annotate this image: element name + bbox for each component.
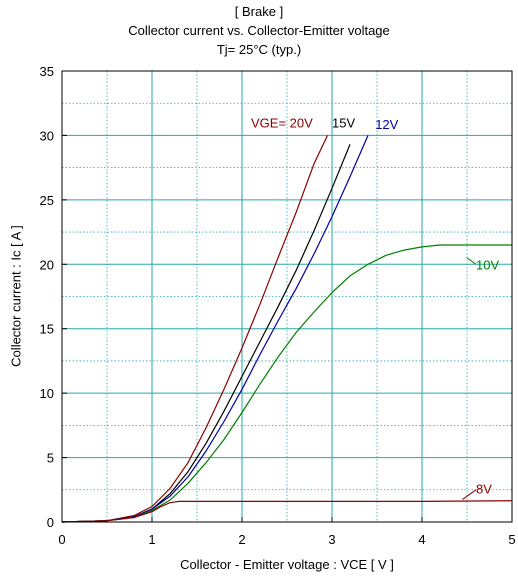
chart-subtitle: Tj= 25°C (typ.) bbox=[216, 42, 302, 57]
series-label: 15V bbox=[332, 116, 355, 131]
plot-frame bbox=[61, 70, 513, 523]
series-line-4 bbox=[61, 500, 513, 523]
x-axis-label: Collector - Emitter voltage : VCE [ V ] bbox=[180, 557, 394, 572]
series-label: VGE= 20V bbox=[251, 116, 313, 131]
series-label-leader bbox=[462, 489, 477, 500]
x-tick-label: 5 bbox=[508, 532, 515, 547]
x-tick-label: 0 bbox=[58, 532, 65, 547]
y-tick-label: 25 bbox=[40, 193, 54, 208]
y-tick-label: 15 bbox=[40, 322, 54, 337]
series-line-3 bbox=[61, 244, 512, 523]
grid bbox=[62, 71, 512, 522]
series-line-0 bbox=[61, 135, 329, 523]
chart-title: Collector current vs. Collector-Emitter … bbox=[128, 23, 390, 38]
x-tick-label: 3 bbox=[328, 532, 335, 547]
series-label: 12V bbox=[375, 117, 398, 132]
x-tick-label: 1 bbox=[148, 532, 155, 547]
y-tick-label: 0 bbox=[47, 515, 54, 530]
series-label: 10V bbox=[476, 257, 499, 272]
y-tick-label: 5 bbox=[47, 451, 54, 466]
y-tick-label: 20 bbox=[40, 257, 54, 272]
ticks: 0 1 2 3 4 5 0 5 10 15 20 25 30 35 bbox=[40, 64, 516, 547]
y-tick-label: 30 bbox=[40, 128, 54, 143]
series-label-leader bbox=[466, 257, 477, 265]
series-group bbox=[61, 135, 513, 523]
y-tick-label: 35 bbox=[40, 64, 54, 79]
x-tick-label: 4 bbox=[418, 532, 425, 547]
x-tick-label: 2 bbox=[238, 532, 245, 547]
y-axis-label: Collector current : Ic [ A ] bbox=[8, 225, 24, 367]
chart-title-line-1: [ Brake ] bbox=[234, 4, 284, 19]
series-line-1 bbox=[61, 144, 351, 523]
y-tick-label: 10 bbox=[40, 386, 54, 401]
series-label: 8V bbox=[476, 482, 492, 497]
series-labels: VGE= 20V 15V 12V 10V 8V bbox=[251, 116, 499, 500]
series-line-2 bbox=[61, 135, 369, 523]
